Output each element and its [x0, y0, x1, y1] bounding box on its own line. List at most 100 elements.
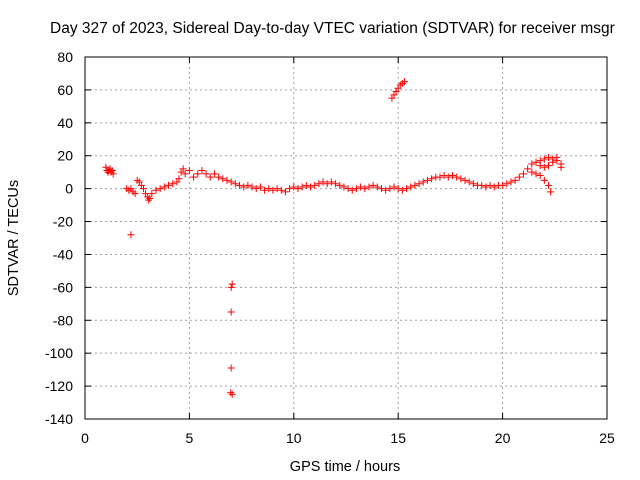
data-point [252, 185, 260, 193]
data-point [382, 186, 390, 194]
data-point [165, 181, 173, 189]
data-point [532, 170, 540, 178]
data-point [557, 163, 565, 171]
x-tick-label: 20 [495, 430, 511, 446]
data-point [490, 183, 498, 191]
data-point [365, 183, 373, 191]
data-point [448, 171, 456, 179]
data-point [219, 175, 227, 183]
data-point [277, 186, 285, 194]
data-point [210, 170, 218, 178]
y-tick-label: -140 [45, 411, 73, 427]
data-point [524, 165, 532, 173]
data-point [540, 155, 548, 163]
data-point [386, 185, 394, 193]
data-point [352, 185, 360, 193]
data-point [152, 186, 160, 194]
data-point [547, 188, 555, 196]
data-point [236, 181, 244, 189]
data-point [478, 181, 486, 189]
data-point [146, 195, 154, 203]
data-point [227, 364, 235, 372]
data-point [519, 170, 527, 178]
data-point [499, 181, 507, 189]
data-point [307, 183, 315, 191]
data-point [231, 180, 239, 188]
data-point [127, 231, 135, 239]
x-tick-label: 15 [390, 430, 406, 446]
data-point [327, 178, 335, 186]
plot-frame [84, 56, 608, 420]
data-point [536, 171, 544, 179]
data-point [145, 196, 153, 204]
data-point [269, 186, 277, 194]
data-point [215, 173, 223, 181]
data-point [286, 185, 294, 193]
y-tick-label: -20 [53, 214, 73, 230]
data-point [227, 178, 235, 186]
data-point [507, 178, 515, 186]
data-point [131, 190, 139, 198]
y-tick-label: 20 [57, 148, 73, 164]
data-point [290, 183, 298, 191]
data-point [240, 183, 248, 191]
data-point [181, 170, 189, 178]
data-point [281, 188, 289, 196]
data-point [265, 185, 273, 193]
data-point [377, 185, 385, 193]
data-point [294, 185, 302, 193]
data-point [261, 186, 269, 194]
y-tick-label: -40 [53, 246, 73, 262]
y-axis-label: SDTVAR / TECUs [6, 180, 22, 296]
x-tick-label: 25 [599, 430, 615, 446]
y-tick-label: -60 [53, 279, 73, 295]
data-point [428, 175, 436, 183]
data-point [148, 190, 156, 198]
data-point [348, 186, 356, 194]
data-point [206, 173, 214, 181]
data-point [415, 180, 423, 188]
y-tick-label: 80 [57, 49, 73, 65]
y-tick-label: 60 [57, 82, 73, 98]
axes: -140 -120 -100 -80 -60 -40 -20 0 20 40 60 80 0 5 10 15 2… [45, 49, 615, 446]
data-point [373, 183, 381, 191]
data-point [169, 180, 177, 188]
data-point [553, 153, 561, 161]
data-point [228, 280, 236, 288]
data-point [227, 283, 235, 291]
data-point [540, 176, 548, 184]
data-point [528, 168, 536, 176]
data-point [198, 167, 206, 175]
x-tick-label: 5 [186, 430, 194, 446]
data-point [244, 181, 252, 189]
data-point [190, 173, 198, 181]
data-point [298, 183, 306, 191]
data-point [227, 308, 235, 316]
data-point [332, 180, 340, 188]
data-point [436, 173, 444, 181]
x-tick-label: 0 [81, 430, 89, 446]
data-point [311, 181, 319, 189]
data-point [227, 389, 235, 397]
data-point [369, 181, 377, 189]
data-point [273, 185, 281, 193]
data-point [109, 170, 117, 178]
data-point [486, 181, 494, 189]
data-point [319, 178, 327, 186]
data-point [179, 165, 187, 173]
data-point [515, 173, 523, 181]
data-point [108, 167, 116, 175]
data-point [102, 163, 110, 171]
data-point [194, 170, 202, 178]
data-point [361, 185, 369, 193]
data-point [223, 176, 231, 184]
data-point [248, 183, 256, 191]
y-tick-label: -80 [53, 312, 73, 328]
x-tick-label: 10 [286, 430, 302, 446]
y-tick-label: -100 [45, 345, 73, 361]
data-point [175, 175, 183, 183]
data-point [457, 175, 465, 183]
data-point [407, 183, 415, 191]
data-point [532, 158, 540, 166]
